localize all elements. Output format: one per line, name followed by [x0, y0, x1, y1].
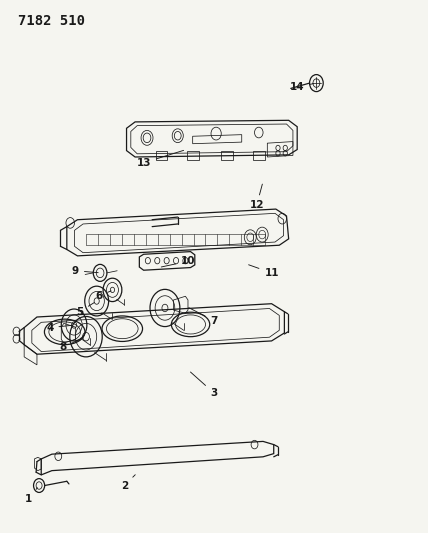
Text: 7182 510: 7182 510 — [18, 14, 85, 28]
Text: 8: 8 — [59, 338, 83, 352]
Text: 2: 2 — [121, 475, 135, 490]
Text: 14: 14 — [290, 82, 314, 92]
Text: 6: 6 — [95, 290, 111, 301]
Text: 5: 5 — [76, 303, 94, 317]
Text: 1: 1 — [25, 488, 37, 504]
Text: 4: 4 — [46, 322, 73, 333]
Text: 10: 10 — [161, 256, 196, 267]
Text: 12: 12 — [250, 184, 264, 211]
Text: 3: 3 — [190, 372, 217, 398]
Text: 9: 9 — [72, 266, 98, 276]
Text: 11: 11 — [249, 265, 279, 278]
Text: 7: 7 — [189, 308, 218, 326]
Text: 13: 13 — [137, 150, 184, 168]
